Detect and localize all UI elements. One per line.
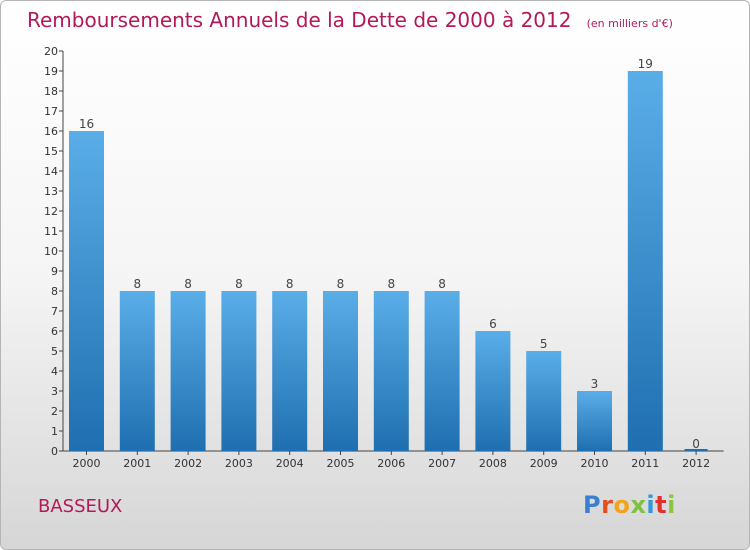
y-tick-label: 19 (44, 65, 58, 78)
data-label: 6 (489, 317, 497, 331)
bar (221, 291, 257, 451)
x-tick-label: 2003 (225, 457, 253, 470)
data-label: 8 (337, 277, 345, 291)
y-tick-label: 7 (51, 305, 58, 318)
y-tick-label: 5 (51, 345, 58, 358)
y-tick-label: 18 (44, 85, 58, 98)
y-tick-label: 6 (51, 325, 58, 338)
logo-letter: x (630, 491, 647, 519)
logo-letter: t (655, 491, 668, 519)
chart-header: Remboursements Annuels de la Dette de 20… (27, 8, 673, 32)
x-tick-label: 2002 (174, 457, 202, 470)
logo-letter: P (583, 491, 602, 519)
bar (577, 391, 612, 451)
bar (272, 291, 308, 451)
logo-letter: i (667, 491, 676, 519)
x-tick-label: 2000 (73, 457, 101, 470)
y-tick-label: 15 (44, 145, 58, 158)
data-label: 5 (540, 337, 548, 351)
y-tick-label: 13 (44, 185, 58, 198)
chart-bars: 16 8 8 8 8 8 8 8 6 5 3 19 0 (69, 57, 708, 451)
x-tick-label: 2010 (581, 457, 609, 470)
y-tick-label: 20 (44, 45, 58, 58)
data-label: 8 (387, 277, 395, 291)
y-tick-label: 3 (51, 385, 58, 398)
bar (119, 291, 155, 451)
logo-letter: r (601, 491, 614, 519)
chart-subtitle: (en milliers d'€) (586, 17, 673, 30)
x-tick-label: 2004 (276, 457, 304, 470)
y-tick-label: 10 (44, 245, 58, 258)
bar (424, 291, 460, 451)
bar (526, 351, 562, 451)
x-tick-label: 2008 (479, 457, 507, 470)
data-label: 3 (591, 377, 599, 391)
x-tick-label: 2001 (123, 457, 151, 470)
logo-letter: o (613, 491, 631, 519)
x-tick-label: 2005 (327, 457, 355, 470)
data-label: 16 (79, 117, 94, 131)
y-tick-label: 12 (44, 205, 58, 218)
bar (170, 291, 206, 451)
x-tick-label: 2011 (631, 457, 659, 470)
x-tick-label: 2012 (682, 457, 710, 470)
y-tick-label: 0 (51, 445, 58, 458)
data-label: 19 (638, 57, 653, 71)
data-label: 8 (286, 277, 294, 291)
y-tick-label: 16 (44, 125, 58, 138)
y-tick-label: 4 (51, 365, 58, 378)
y-tick-label: 14 (44, 165, 58, 178)
y-tick-label: 9 (51, 265, 58, 278)
bar (323, 291, 358, 451)
y-tick-label: 11 (44, 225, 58, 238)
data-label: 8 (438, 277, 446, 291)
y-tick-label: 2 (51, 405, 58, 418)
bar (373, 291, 409, 451)
bar (627, 71, 663, 451)
y-tick-label: 1 (51, 425, 58, 438)
bar (475, 331, 511, 451)
x-tick-label: 2009 (530, 457, 558, 470)
y-tick-label: 8 (51, 285, 58, 298)
proxiti-logo: Proxiti (583, 491, 676, 519)
data-label: 8 (184, 277, 192, 291)
x-tick-label: 2007 (428, 457, 456, 470)
chart-title: Remboursements Annuels de la Dette de 20… (27, 8, 572, 32)
data-label: 0 (692, 437, 700, 451)
logo-letter: i (646, 491, 656, 519)
commune-name: BASSEUX (38, 496, 123, 517)
x-tick-label: 2006 (377, 457, 405, 470)
bar (69, 131, 104, 451)
data-label: 8 (235, 277, 243, 291)
data-label: 8 (133, 277, 141, 291)
y-tick-label: 17 (44, 105, 58, 118)
